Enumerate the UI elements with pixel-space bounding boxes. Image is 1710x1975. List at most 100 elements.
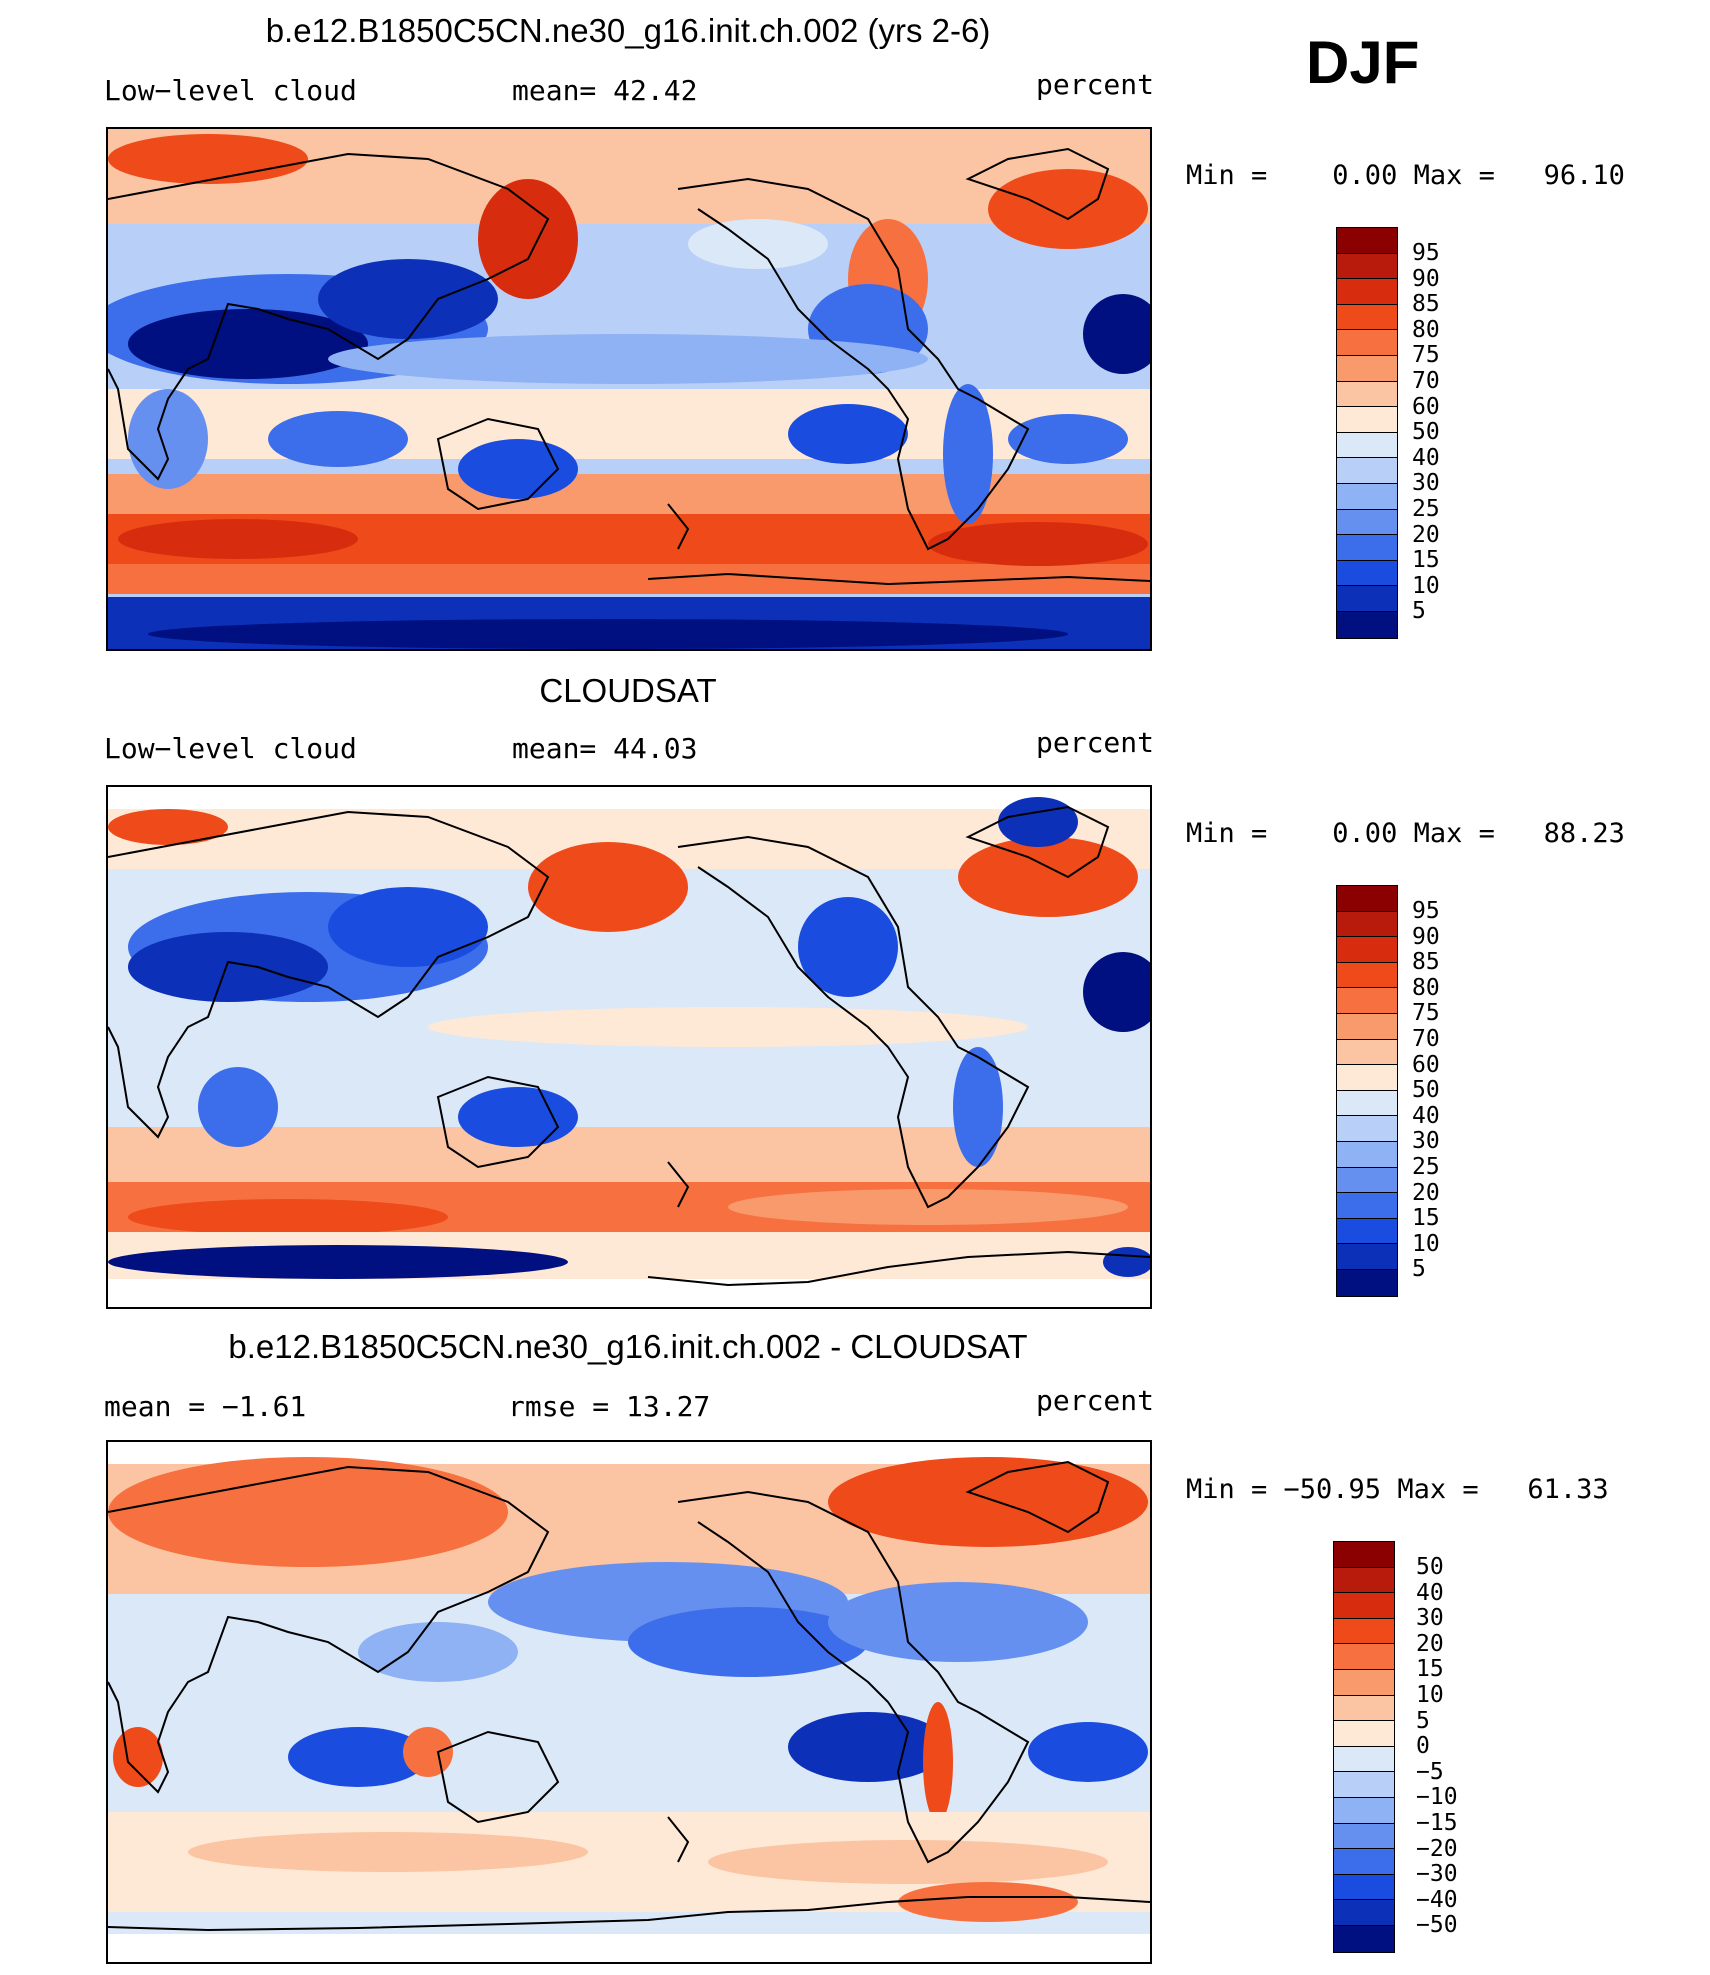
colorbar-tick-label: 15 xyxy=(1412,547,1440,574)
colorbar-swatch xyxy=(1334,1593,1394,1619)
colorbar-tick-label: 70 xyxy=(1412,1026,1440,1052)
colorbar-tick-label: −10 xyxy=(1416,1784,1458,1811)
colorbar-swatch xyxy=(1334,1874,1394,1901)
colorbar-tick-label: 80 xyxy=(1412,316,1440,343)
colorbar-swatch xyxy=(1337,355,1397,382)
colorbar-swatch xyxy=(1337,911,1397,938)
colorbar-tick-label: 40 xyxy=(1416,1579,1444,1606)
panel-2-variable-label: Low−level cloud xyxy=(104,732,357,765)
colorbar-swatch xyxy=(1337,1065,1397,1091)
colorbar-swatch xyxy=(1337,886,1397,912)
colorbar-tick-label: 15 xyxy=(1416,1656,1444,1683)
colorbar-swatch xyxy=(1334,1772,1394,1798)
panel-3-mean-label: mean = −1.61 xyxy=(104,1390,307,1423)
colorbar-swatch xyxy=(1337,458,1397,484)
colorbar-tick-label: 10 xyxy=(1416,1682,1444,1708)
colorbar-swatch xyxy=(1334,1925,1394,1952)
colorbar-tick-label: 70 xyxy=(1412,368,1440,394)
panel-3-colorbar xyxy=(1333,1541,1395,1953)
colorbar-tick-label: 95 xyxy=(1412,898,1440,924)
colorbar-tick-label: 85 xyxy=(1412,291,1440,318)
panel-3-minmax: Min = −50.95 Max = 61.33 xyxy=(1186,1474,1609,1505)
colorbar-swatch xyxy=(1337,1116,1397,1142)
colorbar-swatch xyxy=(1337,304,1397,331)
colorbar-tick-label: 0 xyxy=(1416,1733,1430,1760)
colorbar-swatch xyxy=(1337,1193,1397,1219)
colorbar-swatch xyxy=(1337,1269,1397,1296)
colorbar-swatch xyxy=(1337,1141,1397,1168)
colorbar-tick-label: −5 xyxy=(1416,1758,1444,1785)
colorbar-tick-label: 5 xyxy=(1412,598,1426,625)
colorbar-swatch xyxy=(1337,381,1397,408)
colorbar-tick-label: 15 xyxy=(1412,1205,1440,1232)
colorbar-tick-label: 30 xyxy=(1412,1128,1440,1155)
colorbar-swatch xyxy=(1337,937,1397,963)
colorbar-swatch xyxy=(1337,330,1397,356)
colorbar-swatch xyxy=(1337,253,1397,280)
colorbar-tick-label: 20 xyxy=(1416,1630,1444,1657)
colorbar-swatch xyxy=(1337,279,1397,305)
colorbar-tick-label: 90 xyxy=(1412,265,1440,292)
colorbar-tick-label: 60 xyxy=(1412,393,1440,420)
panel-1-mean-label: mean= 42.42 xyxy=(512,74,698,107)
panel-3-title: b.e12.B1850C5CN.ne30_g16.init.ch.002 - C… xyxy=(228,1328,1028,1365)
colorbar-swatch xyxy=(1334,1746,1394,1773)
colorbar-tick-label: 60 xyxy=(1412,1051,1440,1078)
colorbar-tick-label: 40 xyxy=(1412,444,1440,471)
colorbar-swatch xyxy=(1334,1849,1394,1875)
colorbar-tick-label: 10 xyxy=(1412,1230,1440,1257)
colorbar-tick-label: −15 xyxy=(1416,1810,1458,1836)
colorbar-swatch xyxy=(1337,1039,1397,1066)
colorbar-swatch xyxy=(1337,988,1397,1014)
colorbar-tick-label: −40 xyxy=(1416,1886,1458,1913)
colorbar-swatch xyxy=(1337,1167,1397,1194)
colorbar-swatch xyxy=(1334,1669,1394,1696)
colorbar-swatch xyxy=(1334,1695,1394,1722)
panel-2-title: CLOUDSAT xyxy=(539,672,717,709)
colorbar-tick-label: 5 xyxy=(1416,1707,1430,1734)
colorbar-swatch xyxy=(1337,1013,1397,1040)
colorbar-swatch xyxy=(1334,1797,1394,1824)
colorbar-swatch xyxy=(1334,1618,1394,1645)
panel-1-units-label: percent xyxy=(1036,68,1155,101)
colorbar-tick-label: 5 xyxy=(1412,1256,1426,1283)
panel-3-units-label: percent xyxy=(1036,1384,1155,1417)
panel-3-rmse-label: rmse = 13.27 xyxy=(508,1390,711,1423)
colorbar-tick-label: −50 xyxy=(1416,1912,1458,1939)
colorbar-tick-label: −30 xyxy=(1416,1861,1458,1888)
panel-2-map xyxy=(106,785,1152,1309)
panel-1-colorbar xyxy=(1336,227,1398,639)
colorbar-swatch xyxy=(1337,586,1397,612)
panel-1-map-svg xyxy=(108,129,1150,649)
colorbar-swatch xyxy=(1337,509,1397,536)
colorbar-swatch xyxy=(1334,1900,1394,1926)
colorbar-tick-label: 50 xyxy=(1412,419,1440,446)
colorbar-tick-label: 50 xyxy=(1412,1077,1440,1104)
colorbar-tick-label: 40 xyxy=(1412,1102,1440,1129)
colorbar-tick-label: 90 xyxy=(1412,923,1440,950)
colorbar-tick-label: 30 xyxy=(1412,470,1440,497)
colorbar-tick-label: 25 xyxy=(1412,1154,1440,1180)
colorbar-tick-label: 30 xyxy=(1416,1605,1444,1632)
colorbar-swatch xyxy=(1337,228,1397,254)
colorbar-swatch xyxy=(1337,1244,1397,1270)
colorbar-tick-label: 75 xyxy=(1412,1000,1440,1027)
panel-2-colorbar xyxy=(1336,885,1398,1297)
colorbar-swatch xyxy=(1334,1721,1394,1747)
colorbar-swatch xyxy=(1337,1218,1397,1245)
colorbar-tick-label: 10 xyxy=(1412,572,1440,599)
panel-1-title: b.e12.B1850C5CN.ne30_g16.init.ch.002 (yr… xyxy=(265,12,991,49)
colorbar-tick-label: 80 xyxy=(1412,974,1440,1001)
panel-1-map xyxy=(106,127,1152,651)
colorbar-tick-label: 20 xyxy=(1412,1179,1440,1206)
colorbar-tick-label: 95 xyxy=(1412,240,1440,266)
panel-3-map-svg xyxy=(108,1442,1150,1962)
colorbar-swatch xyxy=(1334,1542,1394,1568)
colorbar-swatch xyxy=(1334,1823,1394,1850)
colorbar-swatch xyxy=(1337,407,1397,433)
panel-1-minmax: Min = 0.00 Max = 96.10 xyxy=(1186,160,1625,191)
panel-2-units-label: percent xyxy=(1036,726,1155,759)
panel-2-map-svg xyxy=(108,787,1150,1307)
colorbar-tick-label: 85 xyxy=(1412,949,1440,976)
colorbar-swatch xyxy=(1337,535,1397,561)
